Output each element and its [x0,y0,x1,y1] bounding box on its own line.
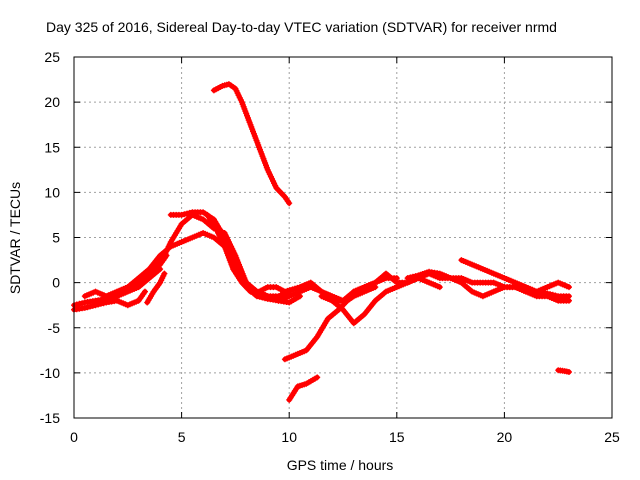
x-tick-label: 10 [281,429,297,445]
x-tick-label: 20 [497,429,513,445]
axis-ticks: 0 5 10 15 20 25 -15 -10 -5 0 5 10 15 20 25 [40,49,620,445]
series-track-16 [555,367,572,375]
plus-markers [458,257,572,300]
plus-markers [210,81,293,207]
series-track-15 [458,257,572,300]
plus-markers [286,374,321,403]
y-tick-label: -10 [40,365,60,381]
data-series [71,81,572,403]
y-tick-label: 5 [52,230,60,246]
x-axis-label: GPS time / hours [287,457,394,473]
x-tick-label: 15 [389,429,405,445]
x-tick-label: 5 [178,429,186,445]
series-track-11 [286,374,321,403]
x-tick-label: 0 [70,429,78,445]
y-tick-label: -5 [48,320,61,336]
series-track-4 [144,270,168,306]
y-tick-label: 20 [44,94,60,110]
y-tick-label: 25 [44,49,60,65]
y-tick-label: 10 [44,184,60,200]
x-tick-label: 25 [604,429,620,445]
y-tick-label: 0 [52,275,60,291]
plus-markers [144,270,168,306]
y-axis-label: SDTVAR / TECUs [7,182,23,294]
y-tick-label: 15 [44,139,60,155]
chart-title: Day 325 of 2016, Sidereal Day-to-day VTE… [46,19,557,35]
y-tick-label: -15 [40,410,60,426]
series-track-9 [210,81,293,207]
plus-markers [555,367,572,375]
